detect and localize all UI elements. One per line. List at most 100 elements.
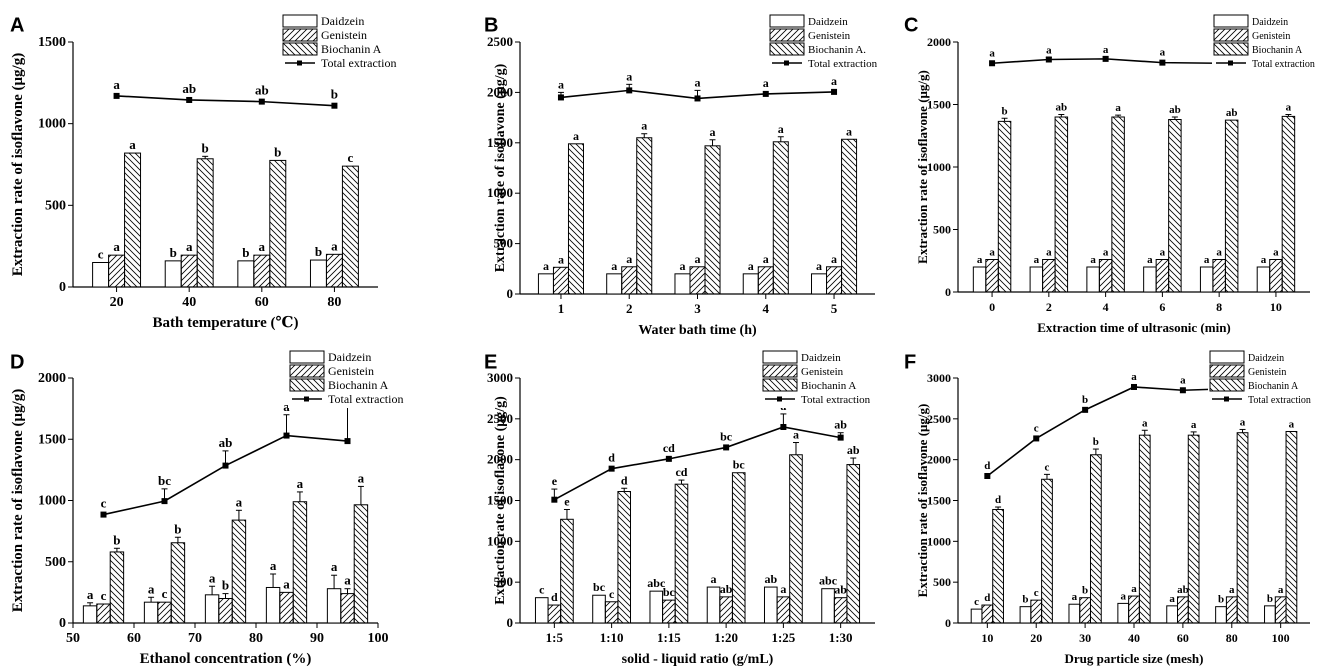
bar-biochanin-a bbox=[674, 483, 689, 624]
y-tick-label: 500 bbox=[494, 236, 514, 251]
x-tick-label: 1:25 bbox=[771, 630, 795, 645]
x-tick-label: 60 bbox=[1177, 631, 1189, 645]
significance-letter: cd bbox=[675, 465, 687, 479]
bar-daidzein bbox=[534, 597, 549, 624]
significance-letter: b bbox=[1093, 436, 1099, 448]
significance-letter: a bbox=[209, 570, 216, 585]
y-axis-label: Extraction rate of isoflavone (μg/g) bbox=[493, 63, 508, 272]
significance-letter: a bbox=[1147, 254, 1153, 266]
significance-letter: a bbox=[1090, 254, 1096, 266]
legend-label: Biochanin A bbox=[1248, 381, 1299, 392]
significance-letter: a bbox=[1103, 247, 1109, 259]
legend-marker bbox=[777, 396, 782, 402]
significance-letter: a bbox=[186, 239, 193, 254]
x-tick-label: 50 bbox=[66, 631, 80, 646]
significance-letter: b bbox=[170, 245, 177, 260]
bar-biochanin-a bbox=[124, 152, 142, 288]
y-tick-label: 1000 bbox=[927, 534, 951, 548]
significance-letter: a bbox=[148, 581, 155, 596]
bar-biochanin-a bbox=[846, 464, 861, 624]
bar-biochanin-a bbox=[997, 120, 1012, 293]
significance-letter: a bbox=[1169, 593, 1175, 605]
bar-genistein bbox=[180, 254, 198, 288]
significance-letter: ab bbox=[182, 81, 196, 96]
bar-biochanin-a bbox=[1187, 434, 1200, 624]
significance-letter: a bbox=[283, 576, 290, 591]
significance-letter: a bbox=[989, 247, 995, 259]
bar-genistein bbox=[218, 598, 233, 624]
significance-letter: ab bbox=[764, 572, 777, 586]
bar-genistein bbox=[108, 254, 126, 288]
x-tick-label: 10 bbox=[981, 631, 993, 645]
bar-biochanin-a bbox=[1089, 454, 1102, 624]
x-tick-label: 1:20 bbox=[714, 630, 738, 645]
bar-biochanin-a bbox=[789, 454, 803, 624]
y-tick-label: 1000 bbox=[927, 160, 951, 174]
legend-label: Biochanin A bbox=[321, 42, 382, 56]
significance-letter: ab bbox=[219, 435, 233, 450]
bar-genistein bbox=[604, 601, 619, 624]
bar-daidzein bbox=[237, 260, 255, 288]
bar-genistein bbox=[757, 266, 774, 295]
legend-swatch bbox=[1213, 28, 1249, 42]
y-tick-label: 2000 bbox=[927, 453, 951, 467]
x-axis-label: Bath temperature (℃) bbox=[153, 315, 299, 331]
significance-letter: a bbox=[1142, 417, 1148, 429]
bar-genistein bbox=[279, 591, 294, 624]
bar-daidzein bbox=[972, 266, 987, 293]
bar-daidzein bbox=[82, 605, 98, 624]
bar-biochanin-a bbox=[617, 491, 632, 624]
legend-label: Biochanin A bbox=[328, 378, 389, 392]
bar-biochanin-a bbox=[269, 159, 287, 288]
y-tick-label: 3000 bbox=[927, 371, 951, 385]
total-extraction-marker bbox=[608, 465, 615, 472]
bar-daidzein bbox=[1143, 266, 1157, 293]
significance-letter: a bbox=[297, 476, 304, 491]
panel-letter: F bbox=[904, 352, 916, 374]
significance-letter: ab bbox=[1056, 102, 1068, 114]
legend-swatch bbox=[769, 14, 805, 28]
bar-genistein bbox=[662, 599, 676, 624]
y-tick-label: 2000 bbox=[927, 35, 951, 49]
significance-letter: bc bbox=[733, 458, 746, 472]
significance-letter: a bbox=[763, 76, 769, 90]
bar-daidzein bbox=[811, 273, 828, 295]
significance-letter: d bbox=[621, 473, 628, 487]
significance-letter: a bbox=[763, 252, 769, 266]
total-extraction-marker bbox=[665, 455, 672, 462]
x-tick-label: 1:15 bbox=[657, 630, 681, 645]
significance-letter: ab bbox=[1177, 584, 1189, 596]
significance-letter: d bbox=[995, 494, 1001, 506]
significance-letter: ab bbox=[847, 443, 860, 457]
bar-daidzein bbox=[1256, 266, 1271, 293]
bar-biochanin-a bbox=[731, 472, 746, 624]
y-axis-label: Extraction rate of isoflavone (μg/g) bbox=[10, 53, 26, 276]
significance-letter: ab bbox=[1226, 107, 1238, 119]
x-axis-label: Ethanol concentration (%) bbox=[140, 651, 312, 667]
significance-letter: a bbox=[1180, 374, 1186, 386]
bar-daidzein bbox=[649, 590, 664, 624]
significance-letter: a bbox=[780, 582, 786, 596]
y-tick-label: 1500 bbox=[38, 35, 66, 50]
significance-letter: b bbox=[242, 245, 249, 260]
significance-letter: a bbox=[695, 75, 701, 89]
significance-letter: a bbox=[259, 239, 266, 254]
legend-label: Genistein bbox=[321, 28, 367, 42]
significance-letter: d bbox=[551, 590, 558, 604]
x-tick-label: 6 bbox=[1159, 300, 1165, 314]
y-tick-label: 1500 bbox=[487, 493, 513, 508]
significance-letter: b bbox=[1082, 394, 1088, 406]
legend-label: Total extraction bbox=[801, 394, 871, 406]
bar-genistein bbox=[340, 593, 355, 624]
legend-label: Total extraction bbox=[808, 58, 878, 70]
bar-genistein bbox=[1212, 259, 1226, 293]
panel-b: B 0 500 1000 1500 2000 2500 1 2 3 4 5 Water bath tim… bbox=[484, 12, 878, 338]
legend-marker bbox=[297, 60, 302, 66]
bar-daidzein bbox=[143, 601, 159, 624]
panel-e: E 0 500 1000 1500 2000 2500 3000 1:5 1:10 1:15 1:20… bbox=[484, 348, 875, 667]
bar-biochanin-a bbox=[1224, 119, 1239, 293]
bar-biochanin-a bbox=[1236, 432, 1249, 624]
bar-genistein bbox=[1128, 595, 1140, 624]
x-tick-label: 4 bbox=[1103, 300, 1109, 314]
y-tick-label: 500 bbox=[494, 574, 514, 589]
